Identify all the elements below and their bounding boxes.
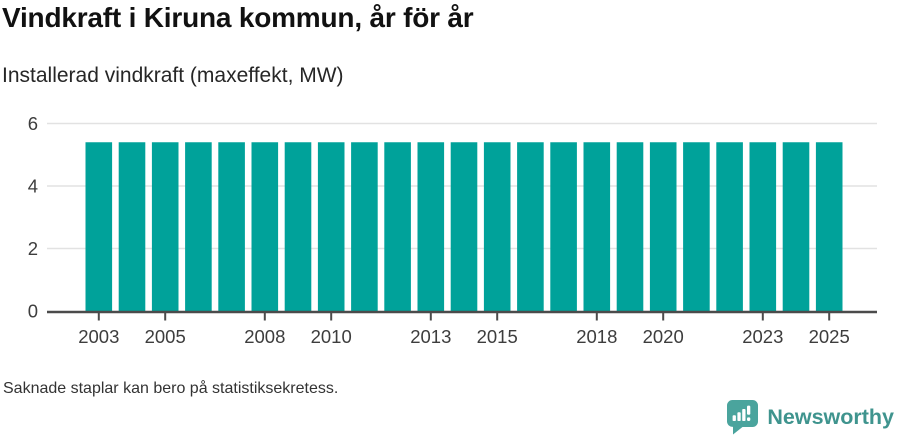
bar-2022 (716, 142, 743, 311)
bar-2009 (284, 142, 312, 311)
y-tick-label: 4 (28, 176, 38, 197)
bar-2004 (118, 142, 146, 311)
y-tick-label: 6 (28, 113, 38, 134)
x-tick-label: 2023 (742, 326, 783, 347)
bar-2023 (749, 142, 777, 311)
bar-2015 (483, 142, 511, 311)
bar-2013 (417, 142, 445, 311)
bar-2019 (616, 142, 644, 311)
bar-2010 (317, 142, 345, 311)
bar-2016 (517, 142, 544, 311)
bar-2021 (683, 142, 710, 311)
x-tick-label: 2010 (311, 326, 352, 347)
chart-subtitle: Installerad vindkraft (maxeffekt, MW) (2, 64, 344, 87)
x-tick-label: 2013 (410, 326, 451, 347)
bar-2024 (782, 142, 810, 311)
y-tick-label: 0 (28, 301, 38, 322)
bar-2003 (85, 142, 113, 311)
x-tick-label: 2008 (244, 326, 285, 347)
bar-2008 (251, 142, 279, 311)
bar-2017 (550, 142, 577, 311)
bar-2007 (218, 142, 245, 311)
bar-2005 (151, 142, 179, 311)
x-tick-label: 2025 (809, 326, 850, 347)
x-tick-label: 2003 (78, 326, 119, 347)
x-tick-label: 2020 (643, 326, 684, 347)
bar-2014 (450, 142, 478, 311)
bar-2012 (384, 142, 411, 311)
newsworthy-logo-link[interactable]: Newsworthy (727, 400, 894, 435)
x-tick-label: 2015 (477, 326, 518, 347)
bar-2011 (351, 142, 378, 311)
bar-2018 (583, 142, 611, 311)
y-tick-label: 2 (28, 238, 38, 259)
bar-2020 (649, 142, 677, 311)
x-tick-label: 2018 (576, 326, 617, 347)
bar-chart: 0 2 4 6 2003 2005 2008 2010 2013 2015 2018 2020 2023… (0, 100, 900, 362)
chart-svg: 0 2 4 6 2003 2005 2008 2010 2013 2015 2018 2020 2023… (28, 113, 877, 347)
bar-2006 (185, 142, 212, 311)
page-title: Vindkraft i Kiruna kommun, år för år (2, 2, 474, 33)
source-note: Saknade staplar kan bero på statistiksek… (3, 380, 339, 397)
newsworthy-logo-text: Newsworthy (767, 405, 894, 429)
newsworthy-logo-icon (727, 400, 759, 435)
x-tick-label: 2005 (145, 326, 186, 347)
bar-2025 (815, 142, 843, 311)
